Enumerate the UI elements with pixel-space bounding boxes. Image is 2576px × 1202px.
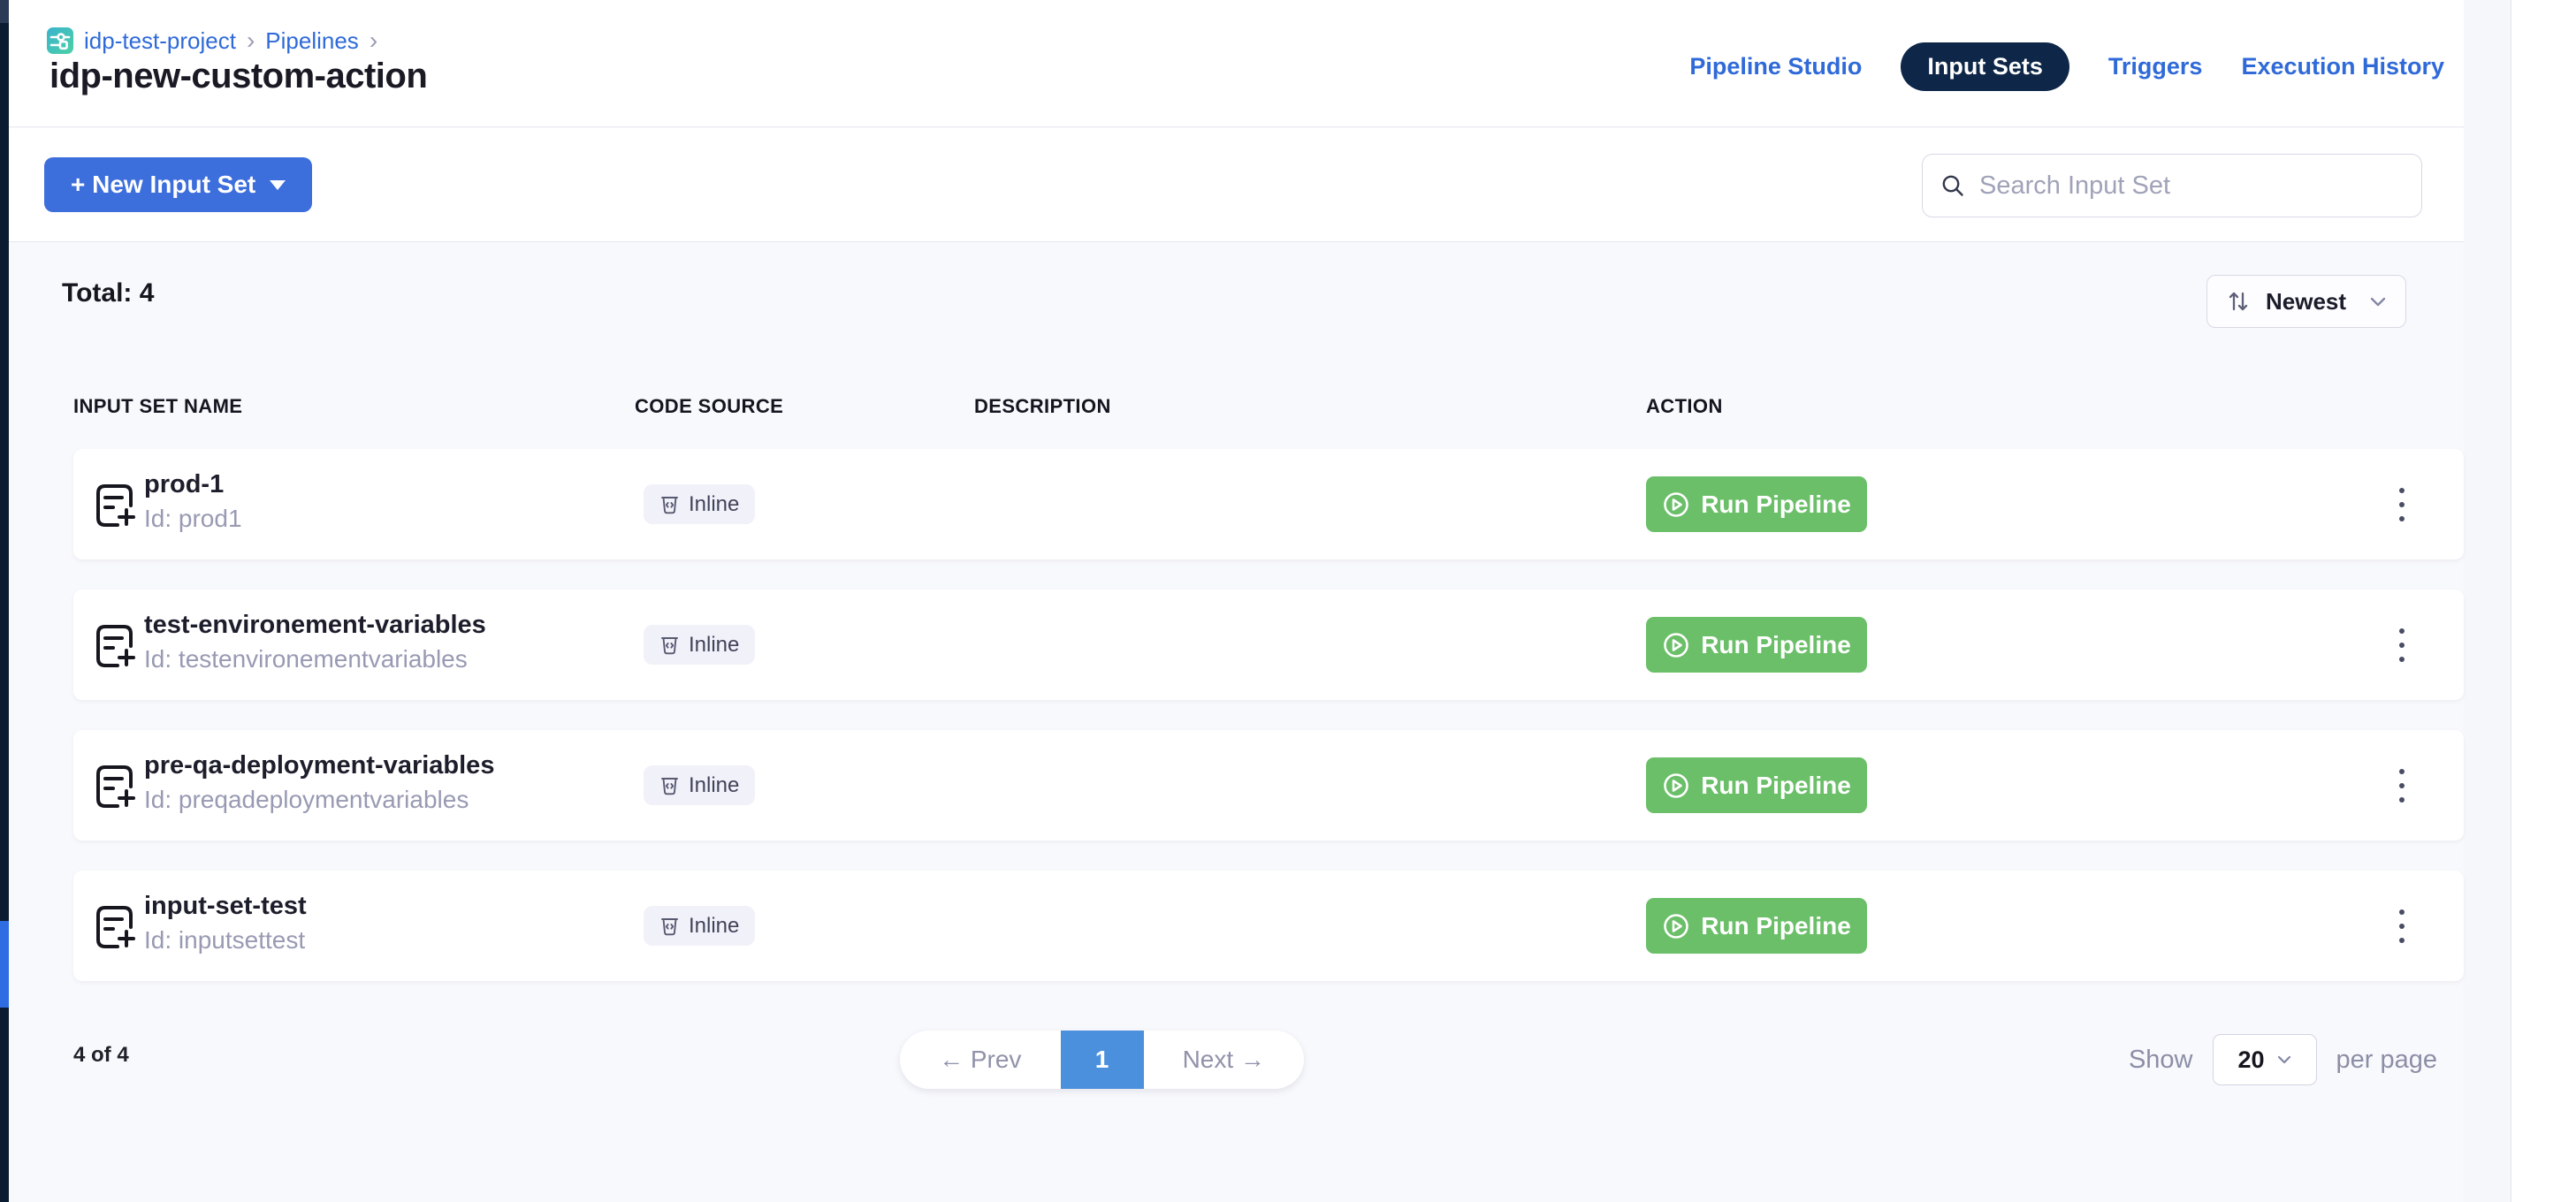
sort-dropdown[interactable]: Newest: [2206, 275, 2406, 328]
run-pipeline-button[interactable]: Run Pipeline: [1646, 898, 1867, 954]
input-set-id: Id: testenvironementvariables: [144, 645, 468, 673]
breadcrumb-separator: ›: [246, 27, 255, 54]
code-source-badge: Inline: [644, 765, 756, 805]
prev-page-button[interactable]: ← Prev: [939, 1046, 1022, 1073]
page-header: idp-test-project › Pipelines › idp-new-c…: [9, 0, 2464, 127]
code-source-label: Inline: [689, 772, 740, 797]
pagination-count-label: 4 of 4: [73, 1043, 129, 1067]
column-header-input-set-name: INPUT SET NAME: [73, 395, 243, 417]
per-page-label: per page: [2336, 1045, 2438, 1074]
page-size-value: 20: [2237, 1046, 2265, 1073]
code-source-badge: Inline: [644, 625, 756, 665]
kebab-menu-icon[interactable]: [2382, 619, 2421, 672]
input-set-icon: [93, 481, 135, 531]
search-icon: [1940, 173, 1965, 198]
breadcrumb: idp-test-project › Pipelines ›: [47, 27, 377, 55]
tab-input-sets-active[interactable]: Input Sets: [1901, 42, 2069, 91]
input-set-row[interactable]: prod-1 Id: prod1 Inline Run Pipeline: [73, 449, 2464, 559]
table-header-row: INPUT SET NAME CODE SOURCE DESCRIPTION A…: [73, 395, 2464, 422]
show-label: Show: [2128, 1045, 2193, 1074]
breadcrumb-project-link[interactable]: idp-test-project: [84, 27, 236, 54]
code-source-label: Inline: [689, 491, 740, 516]
left-sidebar-scroll-indicator[interactable]: [0, 921, 9, 1008]
column-header-description: DESCRIPTION: [974, 395, 1111, 417]
chevron-down-icon: [2370, 297, 2386, 307]
current-page-button[interactable]: 1: [1060, 1031, 1144, 1089]
left-sidebar-strip-top: [0, 0, 9, 23]
input-set-id: Id: prod1: [144, 505, 242, 532]
right-collapsed-panel[interactable]: [2511, 0, 2576, 1202]
inline-store-icon: [661, 497, 678, 514]
new-input-set-label: + New Input Set: [71, 171, 256, 198]
input-sets-list-panel: Total: 4 Newest INPUT SET NAME CODE SOUR…: [9, 243, 2464, 1202]
column-header-action: ACTION: [1646, 395, 1723, 417]
kebab-menu-icon[interactable]: [2382, 478, 2421, 531]
input-set-icon: [93, 902, 135, 953]
input-set-name[interactable]: input-set-test: [144, 892, 307, 920]
input-set-rows: prod-1 Id: prod1 Inline Run Pipeline: [73, 449, 2464, 1011]
breadcrumb-separator: ›: [369, 27, 378, 54]
run-pipeline-button[interactable]: Run Pipeline: [1646, 476, 1867, 532]
tab-pipeline-studio[interactable]: Pipeline Studio: [1689, 52, 1863, 80]
left-sidebar-strip[interactable]: [0, 0, 9, 1202]
play-circle-icon: [1664, 632, 1689, 658]
input-set-id: Id: inputsettest: [144, 926, 306, 954]
input-set-name[interactable]: test-environement-variables: [144, 611, 486, 639]
run-pipeline-label: Run Pipeline: [1701, 911, 1851, 940]
input-set-name[interactable]: prod-1: [144, 470, 225, 498]
chevron-down-icon: [2277, 1055, 2291, 1064]
inline-store-icon: [661, 918, 678, 936]
code-source-label: Inline: [689, 632, 740, 657]
run-pipeline-label: Run Pipeline: [1701, 771, 1851, 799]
input-set-icon: [93, 621, 135, 672]
input-set-id: Id: preqadeploymentvariables: [144, 786, 469, 813]
run-pipeline-button[interactable]: Run Pipeline: [1646, 617, 1867, 673]
pipeline-tabs-nav: Pipeline Studio Input Sets Triggers Exec…: [1689, 42, 2444, 91]
code-source-label: Inline: [689, 913, 740, 938]
column-header-code-source: CODE SOURCE: [635, 395, 784, 417]
search-box: [1922, 154, 2422, 217]
code-source-badge: Inline: [644, 906, 756, 946]
tab-triggers[interactable]: Triggers: [2107, 52, 2203, 80]
search-input[interactable]: [1979, 171, 2404, 201]
page-size-select[interactable]: 20: [2212, 1034, 2317, 1085]
input-set-row[interactable]: test-environement-variables Id: testenvi…: [73, 590, 2464, 700]
input-set-icon: [93, 762, 135, 812]
pagination: ← Prev 1 Next →: [900, 1031, 1304, 1089]
input-set-row[interactable]: input-set-test Id: inputsettest Inline R…: [73, 871, 2464, 981]
kebab-menu-icon[interactable]: [2382, 900, 2421, 953]
page-size-control: Show 20 per page: [2129, 1026, 2437, 1093]
input-set-row[interactable]: pre-qa-deployment-variables Id: preqadep…: [73, 730, 2464, 841]
sort-icon: [2227, 289, 2250, 314]
pipelines-module-icon: [47, 27, 73, 54]
breadcrumb-pipelines-link[interactable]: Pipelines: [265, 27, 359, 54]
toolbar: + New Input Set: [9, 128, 2464, 242]
play-circle-icon: [1664, 772, 1689, 798]
page-title: idp-new-custom-action: [50, 57, 428, 95]
total-count-label: Total: 4: [62, 278, 155, 308]
play-circle-icon: [1664, 913, 1689, 939]
input-set-name[interactable]: pre-qa-deployment-variables: [144, 751, 495, 780]
inline-store-icon: [661, 637, 678, 655]
new-input-set-button[interactable]: + New Input Set: [44, 157, 313, 212]
run-pipeline-label: Run Pipeline: [1701, 630, 1851, 658]
tab-execution-history[interactable]: Execution History: [2241, 52, 2444, 80]
run-pipeline-button[interactable]: Run Pipeline: [1646, 757, 1867, 813]
kebab-menu-icon[interactable]: [2382, 759, 2421, 812]
run-pipeline-label: Run Pipeline: [1701, 490, 1851, 518]
inline-store-icon: [661, 778, 678, 795]
sort-selected-value: Newest: [2266, 287, 2347, 315]
chevron-down-icon: [270, 179, 286, 190]
play-circle-icon: [1664, 491, 1689, 517]
next-page-button[interactable]: Next →: [1182, 1046, 1265, 1073]
code-source-badge: Inline: [644, 484, 756, 524]
